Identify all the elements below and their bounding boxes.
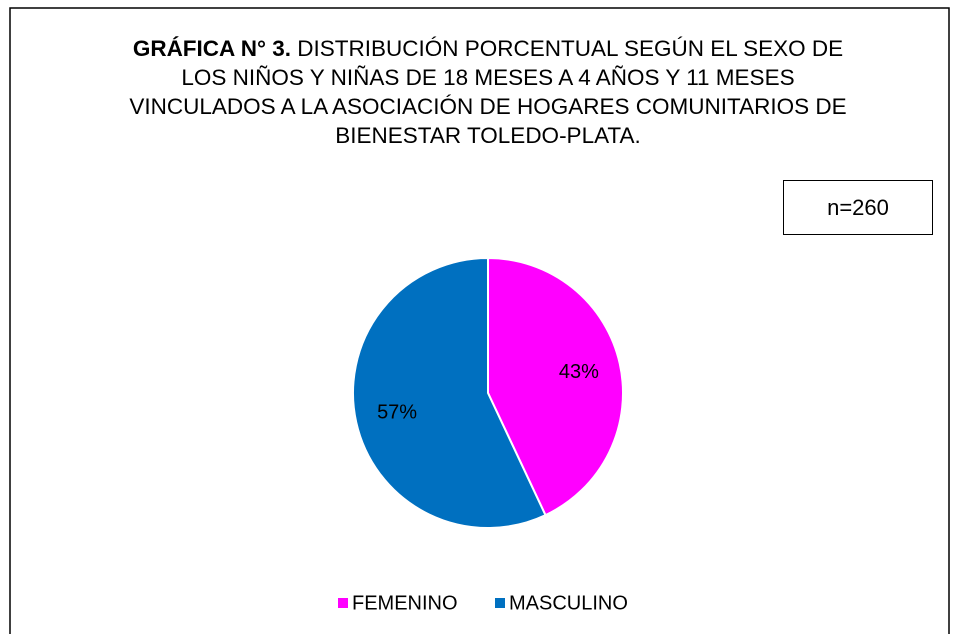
chart-frame (9, 7, 950, 634)
pie-slice (352, 256, 547, 529)
title-text: DISTRIBUCIÓN PORCENTUAL SEGÚN EL SEXO DE… (129, 36, 847, 148)
chart-title: GRÁFICA N° 3. DISTRIBUCIÓN PORCENTUAL SE… (108, 34, 868, 150)
legend-swatch (495, 598, 505, 608)
legend-label: MASCULINO (509, 592, 628, 614)
data-label: 57% (377, 402, 417, 424)
title-bold: GRÁFICA N° 3. (132, 36, 291, 61)
legend-label: FEMENINO (352, 592, 458, 614)
data-label: 43% (559, 361, 599, 383)
pie-slice (487, 256, 624, 517)
annotation: n=260 (783, 180, 933, 235)
legend-swatch (338, 598, 348, 608)
